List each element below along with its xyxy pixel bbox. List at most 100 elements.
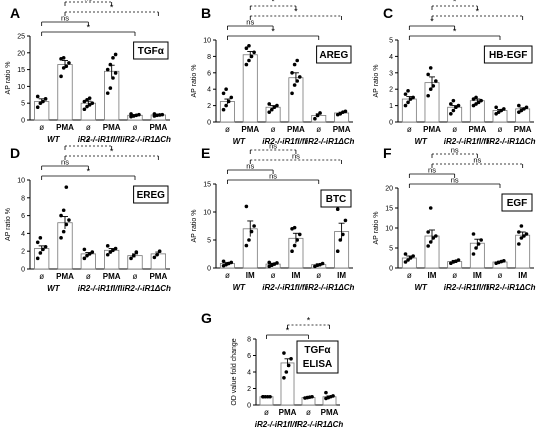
x-tick-label: ø	[306, 408, 311, 417]
data-point	[113, 71, 118, 75]
panel-d: D 0 2 4 6 8 10 AP ratio % ø PMA ø PMA ø PMA WT iR2-/-iR…	[5, 137, 171, 294]
data-point	[324, 390, 328, 395]
data-point	[289, 357, 293, 361]
significance-label: ns	[61, 14, 69, 23]
data-point	[522, 234, 526, 238]
group-label: iR2-/-iR1ΔCh	[122, 135, 171, 144]
data-point	[275, 103, 279, 108]
data-point	[111, 76, 115, 80]
group-label: iR2-/-iR1ΔCh	[306, 283, 355, 292]
significance-label: *	[430, 17, 434, 27]
y-axis-label: AP ratio %	[5, 62, 12, 95]
data-point	[108, 62, 113, 67]
x-tick-label: IM	[473, 271, 482, 280]
data-point	[428, 240, 433, 244]
significance-label: *	[110, 3, 114, 13]
data-point	[313, 116, 317, 121]
x-tick-label: PMA	[287, 125, 305, 134]
data-point	[403, 92, 408, 96]
x-tick-label: ø	[271, 271, 276, 280]
legend-box	[501, 193, 533, 212]
data-point	[471, 103, 476, 108]
data-point	[224, 103, 228, 108]
data-point	[272, 105, 277, 110]
y-tick-label: 5	[207, 238, 211, 245]
data-point	[244, 243, 249, 248]
data-point	[134, 250, 139, 254]
group-label: WT	[47, 135, 61, 144]
data-point	[131, 253, 136, 258]
data-point	[252, 50, 256, 55]
data-point	[35, 94, 40, 99]
y-tick-label: 0	[389, 266, 393, 273]
data-point	[471, 97, 476, 101]
data-point	[282, 351, 286, 355]
data-point	[269, 107, 274, 112]
data-point	[335, 249, 340, 253]
data-point	[35, 256, 40, 261]
data-point	[226, 99, 231, 104]
data-point	[406, 100, 410, 105]
data-point	[331, 394, 335, 398]
y-axis-label: OD value fold change	[231, 338, 238, 405]
y-tick-label: 2	[207, 103, 211, 110]
legend-box	[296, 340, 339, 374]
data-point	[38, 236, 43, 240]
data-point	[292, 62, 297, 67]
x-tick-label: ø	[86, 272, 91, 281]
y-tick-label: 6	[21, 213, 25, 220]
data-point	[295, 79, 300, 83]
data-point	[408, 97, 413, 101]
data-point	[426, 230, 430, 234]
data-point	[221, 259, 226, 264]
y-tick-label: 5	[389, 38, 393, 45]
y-axis-label: AP ratio %	[191, 210, 198, 243]
panel-letter: E	[201, 145, 210, 161]
x-tick-label: PMA	[103, 272, 121, 281]
data-point	[519, 236, 524, 240]
data-point	[471, 232, 476, 236]
data-point	[479, 98, 483, 103]
data-point	[247, 58, 251, 63]
significance-label: ns	[473, 156, 481, 165]
data-point	[315, 113, 320, 118]
legend-text: BTC	[326, 194, 347, 205]
y-tick-label: 8	[207, 54, 211, 61]
data-point	[35, 240, 40, 245]
y-tick-label: 2	[21, 249, 25, 256]
group-label: iR2-/-iR1fl/fl	[78, 135, 123, 144]
data-point	[35, 105, 40, 110]
x-tick-label: PMA	[468, 125, 486, 134]
legend-box	[133, 185, 169, 204]
data-point	[522, 107, 526, 111]
data-point	[403, 252, 408, 256]
data-point	[286, 363, 291, 368]
data-point	[229, 95, 234, 100]
data-point	[524, 105, 529, 110]
data-point	[261, 394, 265, 399]
group-label: iR2-/-iR1ΔCh	[306, 137, 355, 146]
x-tick-label: IM	[246, 271, 255, 280]
significance-label: ns	[451, 176, 459, 185]
significance-label: *	[87, 167, 91, 177]
data-point	[292, 225, 297, 230]
data-point	[517, 242, 521, 246]
data-point	[318, 111, 322, 115]
data-point	[90, 101, 95, 105]
significance-label: ns	[246, 18, 254, 27]
y-tick-label: 10	[17, 178, 25, 185]
data-point	[519, 108, 524, 113]
y-tick-label: 1	[389, 103, 393, 110]
x-tick-label: ø	[498, 271, 503, 280]
y-tick-label: 15	[203, 182, 211, 189]
bar	[280, 362, 295, 406]
data-point	[428, 206, 433, 210]
y-tick-label: 4	[207, 87, 211, 94]
data-point	[428, 87, 433, 91]
x-tick-label: ø	[39, 123, 44, 132]
y-tick-label: 10	[203, 210, 211, 217]
data-point	[64, 222, 69, 227]
x-tick-label: PMA	[514, 125, 532, 134]
y-tick-label: 20	[17, 50, 25, 57]
